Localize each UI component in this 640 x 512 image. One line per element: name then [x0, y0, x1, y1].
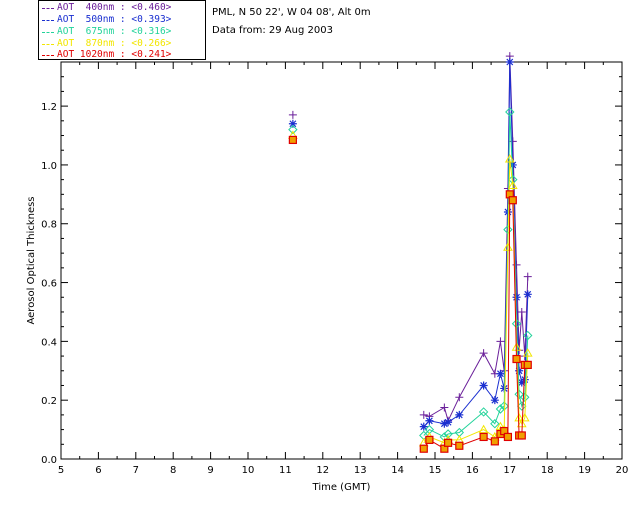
x-tick-label: 17 [503, 465, 516, 476]
legend-item-870nm: AOT 870nm : <0.266> [39, 38, 207, 50]
x-tick-label: 10 [242, 465, 255, 476]
data-point [512, 260, 521, 269]
legend-label-1020nm: AOT 1020nm : <0.241> [57, 49, 172, 60]
legend-swatch-1020nm [42, 55, 54, 56]
y-tick-label: 0.2 [41, 396, 57, 407]
legend-label-400nm: AOT 400nm : <0.460> [57, 2, 172, 13]
data-point [495, 404, 506, 414]
data-point [440, 403, 449, 412]
data-point [505, 107, 515, 117]
x-tick-label: 5 [58, 465, 64, 476]
data-point [444, 418, 453, 427]
legend-swatch-870nm [42, 44, 54, 45]
data-point [503, 242, 513, 251]
data-point [478, 424, 489, 434]
data-point [455, 410, 464, 419]
data-point [515, 366, 524, 375]
y-tick-label: 1.2 [41, 102, 57, 113]
data-point [514, 389, 524, 400]
plot-frame [60, 61, 623, 460]
legend-item-500nm: AOT 500nm : <0.393> [39, 14, 207, 26]
data-point [504, 154, 515, 163]
x-tick-label: 7 [133, 465, 139, 476]
data-point [455, 393, 464, 402]
data-point [455, 441, 464, 450]
y-tick-label: 1.0 [41, 161, 57, 172]
data-point [520, 392, 530, 402]
data-point [443, 429, 453, 439]
data-point [419, 410, 428, 419]
data-point [523, 360, 532, 369]
data-point [522, 348, 533, 357]
x-axis-label: Time (GMT) [312, 482, 371, 493]
legend-item-675nm: AOT 675nm : <0.316> [39, 26, 207, 38]
data-point [440, 419, 449, 428]
data-point [490, 437, 499, 446]
data-point [479, 432, 488, 442]
data-point [512, 293, 521, 302]
data-point [512, 354, 521, 364]
data-point [496, 369, 505, 378]
legend-item-400nm: AOT 400nm : <0.460> [39, 2, 207, 14]
data-point [523, 272, 532, 281]
data-point [503, 432, 513, 442]
data-point [288, 110, 297, 119]
y-tick-label: 0.8 [41, 220, 57, 231]
data-point [508, 160, 517, 169]
y-tick-label: 0.6 [41, 279, 57, 290]
data-point [479, 381, 488, 390]
x-tick-label: 20 [616, 465, 629, 476]
data-point [520, 375, 529, 384]
data-point [517, 431, 526, 440]
data-point [508, 196, 517, 205]
data-point [523, 330, 533, 341]
y-tick-label: 0.4 [41, 337, 57, 348]
legend-swatch-675nm [42, 32, 54, 33]
x-tick-label: 18 [541, 465, 554, 476]
legend-swatch-400nm [42, 8, 54, 9]
data-point [425, 435, 434, 444]
x-tick-label: 12 [316, 465, 329, 476]
x-tick-label: 15 [429, 465, 442, 476]
x-tick-label: 19 [578, 465, 591, 476]
legend: AOT 400nm : <0.460> AOT 500nm : <0.393> … [38, 0, 206, 60]
legend-item-1020nm: AOT 1020nm : <0.241> [39, 49, 207, 61]
x-tick-label: 13 [354, 465, 367, 476]
data-point [288, 124, 298, 135]
data-point [523, 290, 532, 299]
legend-label-870nm: AOT 870nm : <0.266> [57, 38, 172, 49]
data-point [507, 180, 518, 190]
data-point [508, 137, 517, 146]
data-point [514, 412, 525, 422]
data-point [419, 422, 428, 431]
x-tick-label: 9 [207, 465, 213, 476]
data-point [479, 349, 488, 358]
series-line-2 [423, 111, 529, 438]
y-tick-label: 0.0 [41, 455, 57, 466]
data-point [288, 135, 297, 145]
x-tick-label: 14 [391, 465, 404, 476]
x-tick-label: 8 [170, 465, 176, 476]
data-point [490, 419, 500, 429]
legend-swatch-500nm [42, 20, 54, 21]
x-tick-label: 11 [279, 465, 292, 476]
legend-label-675nm: AOT 675nm : <0.316> [57, 26, 172, 37]
data-point [288, 119, 297, 128]
data-point [490, 396, 499, 405]
legend-label-500nm: AOT 500nm : <0.393> [57, 14, 172, 25]
data-point [505, 58, 514, 66]
data-date: Data from: 29 Aug 2003 [212, 25, 333, 36]
y-axis-label: Aerosol Optical Thickness [26, 196, 37, 324]
data-point [419, 444, 428, 453]
data-point [425, 416, 434, 425]
data-point [517, 307, 526, 316]
data-point [496, 337, 505, 346]
station-info: PML, N 50 22', W 04 08', Alt 0m [212, 7, 371, 18]
data-point [443, 438, 453, 447]
x-tick-label: 16 [466, 465, 479, 476]
x-tick-label: 6 [95, 465, 101, 476]
data-point [478, 407, 489, 417]
